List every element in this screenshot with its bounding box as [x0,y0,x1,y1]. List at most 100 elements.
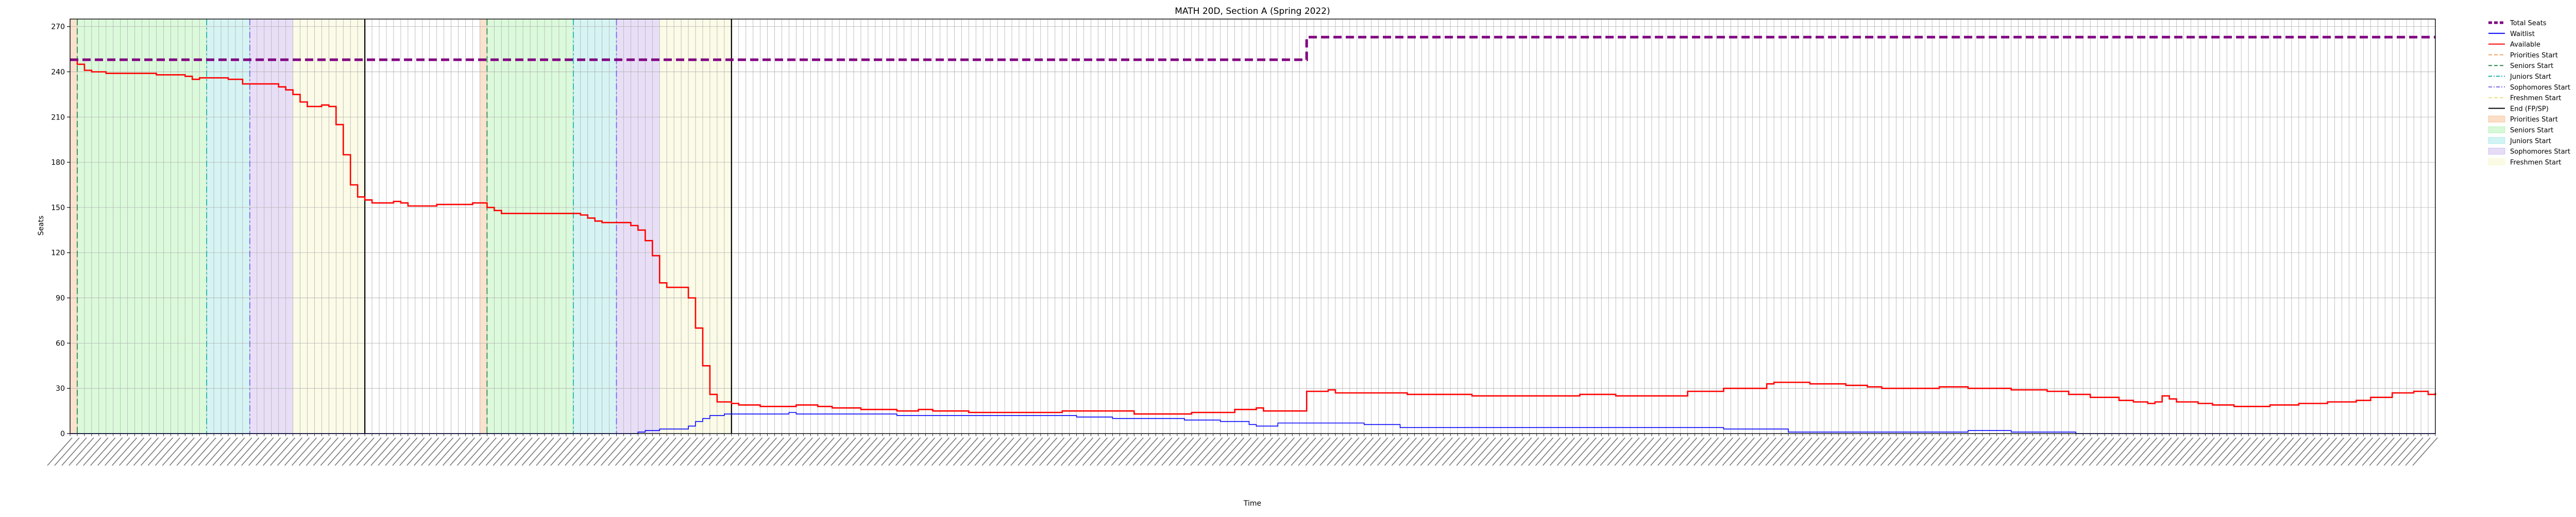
x-tick-label-mark [1125,437,1151,466]
x-tick-label-mark [1665,437,1690,466]
legend-entry: End (FP/SP) [2488,105,2549,113]
x-tick-label-mark [1212,437,1238,466]
x-tick-label-mark [2412,437,2438,466]
x-tick-label-mark [421,437,447,466]
x-tick-label-mark [981,437,1007,466]
x-tick-label-mark [852,437,878,466]
x-tick-label-mark [1032,437,1058,466]
x-tick-label-mark [1060,437,1087,466]
x-tick-label-mark [2225,437,2251,466]
x-tick-label-mark [306,437,331,466]
x-tick-label-mark [97,437,123,466]
y-axis-label: Seats [37,216,45,236]
x-tick-label-mark [205,437,231,466]
x-tick-label-mark [1046,437,1072,466]
x-tick-label-mark [1743,437,1769,466]
x-tick-label-mark [2167,437,2194,466]
legend: Total Seats Waitlist Available Priorities S… [2488,20,2570,166]
x-tick-label-mark [1521,437,1547,466]
x-tick-label-mark [2232,437,2258,466]
x-tick-label-mark [500,437,526,466]
x-tick-label-mark [2154,437,2179,466]
legend-label: Priorities Start [2510,116,2558,124]
x-tick-label-mark [514,437,540,466]
x-tick-label-mark [435,437,461,466]
x-tick-label-mark [1398,437,1425,466]
x-tick-label-mark [1686,437,1712,466]
x-tick-label-mark [694,437,720,466]
x-tick-label-mark [787,437,813,466]
x-tick-label-mark [1463,437,1489,466]
x-tick-label-mark [2211,437,2236,466]
x-tick-label-mark [1571,437,1597,466]
x-tick-label-mark [744,437,770,466]
x-tick-label-mark [766,437,792,466]
x-tick-label-mark [198,437,224,466]
y-tick-label: 90 [56,295,65,303]
x-tick-label-mark [953,437,978,466]
x-tick-label-mark [2218,437,2244,466]
x-tick-label-mark [1679,437,1705,466]
x-tick-label-mark [1528,437,1554,466]
x-tick-label-mark [1758,437,1784,466]
x-tick-label-mark [1291,437,1316,466]
legend-label: Total Seats [2510,20,2547,27]
phase-marker-lines [77,19,732,434]
legend-label: Seniors Start [2510,127,2553,134]
x-tick-label-mark [248,437,274,466]
legend-entry: Waitlist [2488,30,2535,38]
legend-entry: Seniors Start [2488,126,2553,134]
x-tick-label-mark [1140,437,1165,466]
x-tick-label-mark [1549,437,1575,466]
x-tick-label-mark [751,437,777,466]
x-tick-label-mark [2189,437,2215,466]
chart-title: MATH 20D, Section A (Spring 2022) [1175,6,1330,16]
legend-entry: Priorities Start [2488,51,2558,59]
x-tick-label-mark [1542,437,1568,466]
x-tick-label-mark [1564,437,1589,466]
x-tick-label-mark [2318,437,2345,466]
x-tick-label-mark [1161,437,1187,466]
x-tick-label-mark [399,437,425,466]
x-tick-label-mark [1880,437,1906,466]
x-tick-label-mark [2196,437,2222,466]
x-tick-label-mark [1104,437,1129,466]
x-tick-label-mark [277,437,303,466]
x-tick-label-mark [831,437,856,466]
x-tick-label-mark [2354,437,2380,466]
x-tick-label-mark [227,437,252,466]
x-tick-label-mark [1205,437,1230,466]
x-tick-label-mark [1176,437,1201,466]
x-tick-label-mark [1485,437,1511,466]
x-tick-label-mark [2312,437,2337,466]
x-tick-label-mark [1672,437,1698,466]
x-tick-label-mark [643,437,669,466]
plot-frame [70,19,2436,434]
x-tick-label-mark [579,437,605,466]
x-tick-label-mark [1039,437,1065,466]
x-tick-label-mark [69,437,94,466]
x-tick-label-mark [1269,437,1295,466]
x-tick-label-mark [61,437,87,466]
x-tick-label-mark [414,437,439,466]
x-tick-label-mark [1355,437,1381,466]
x-tick-label-mark [1478,437,1503,466]
x-tick-label-mark [1506,437,1532,466]
x-tick-label-mark [219,437,245,466]
y-tick-label: 120 [51,249,65,257]
x-tick-label-mark [471,437,497,466]
x-tick-label-mark [1887,437,1913,466]
x-tick-label-mark [1535,437,1561,466]
x-tick-label-mark [1025,437,1050,466]
x-tick-label-mark [931,437,957,466]
x-tick-label-mark [1967,437,1992,466]
x-tick-label-mark [902,437,928,466]
x-tick-label-mark [888,437,914,466]
legend-label: Freshmen Start [2510,95,2561,102]
x-tick-label-mark [1218,437,1245,466]
x-tick-label-mark [758,437,785,466]
x-tick-label-mark [1499,437,1525,466]
x-tick-label-mark [2139,437,2165,466]
x-tick-label-mark [76,437,101,466]
x-tick-label-mark [1736,437,1762,466]
